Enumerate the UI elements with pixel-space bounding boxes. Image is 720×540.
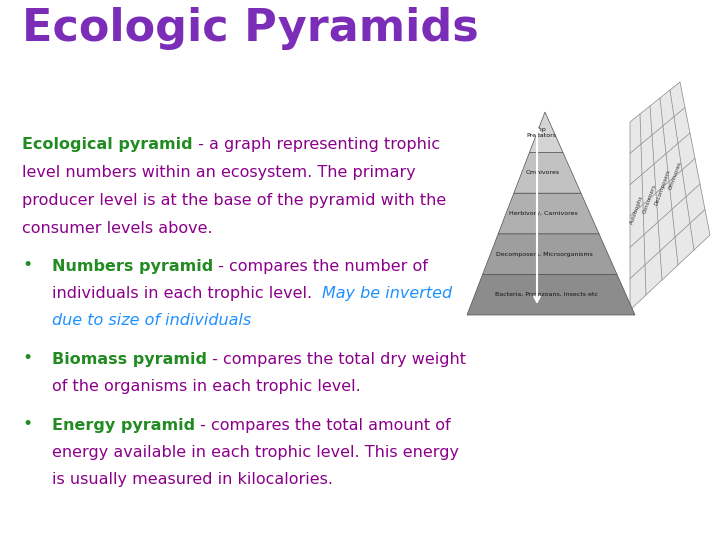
Text: •: •	[22, 349, 32, 367]
Text: is usually measured in kilocalories.: is usually measured in kilocalories.	[52, 472, 333, 487]
Text: producer level is at the base of the pyramid with the: producer level is at the base of the pyr…	[22, 193, 446, 208]
Text: energy available in each trophic level. This energy: energy available in each trophic level. …	[52, 445, 459, 460]
Text: Consumers: Consumers	[642, 183, 657, 214]
Polygon shape	[467, 274, 635, 315]
Text: - compares the total dry weight: - compares the total dry weight	[207, 352, 466, 367]
Text: Biomass pyramid: Biomass pyramid	[52, 352, 207, 367]
Text: Decomposers: Decomposers	[654, 168, 671, 206]
Text: Decomposers, Microorganisms: Decomposers, Microorganisms	[496, 252, 593, 256]
Text: Ecological pyramid: Ecological pyramid	[22, 137, 193, 152]
Text: Top
Predators: Top Predators	[526, 127, 557, 138]
Polygon shape	[529, 112, 563, 153]
Polygon shape	[514, 153, 581, 193]
Text: •: •	[22, 415, 32, 433]
Text: of the organisms in each trophic level.: of the organisms in each trophic level.	[52, 379, 361, 394]
Text: Numbers pyramid: Numbers pyramid	[52, 259, 213, 274]
Text: Autotrophs: Autotrophs	[629, 195, 644, 225]
Text: - a graph representing trophic: - a graph representing trophic	[193, 137, 440, 152]
Text: •: •	[22, 256, 32, 274]
Text: due to size of individuals: due to size of individuals	[52, 313, 251, 328]
Text: - compares the number of: - compares the number of	[213, 259, 428, 274]
Text: Omnivores: Omnivores	[526, 171, 559, 176]
Text: Omnivores: Omnivores	[668, 161, 683, 191]
Text: - compares the total amount of: - compares the total amount of	[195, 418, 451, 433]
Text: level numbers within an ecosystem. The primary: level numbers within an ecosystem. The p…	[22, 165, 415, 180]
Polygon shape	[630, 82, 710, 310]
Text: Herbivory, Carnivores: Herbivory, Carnivores	[509, 211, 578, 216]
Polygon shape	[498, 193, 599, 234]
Text: May be inverted: May be inverted	[323, 286, 452, 301]
Polygon shape	[482, 234, 617, 274]
Text: individuals in each trophic level.: individuals in each trophic level.	[52, 286, 323, 301]
Text: consumer levels above.: consumer levels above.	[22, 221, 212, 236]
Text: Ecologic Pyramids: Ecologic Pyramids	[22, 7, 479, 50]
Text: Bacteria, Protozoans, Insects etc: Bacteria, Protozoans, Insects etc	[495, 292, 598, 297]
Text: Energy pyramid: Energy pyramid	[52, 418, 195, 433]
